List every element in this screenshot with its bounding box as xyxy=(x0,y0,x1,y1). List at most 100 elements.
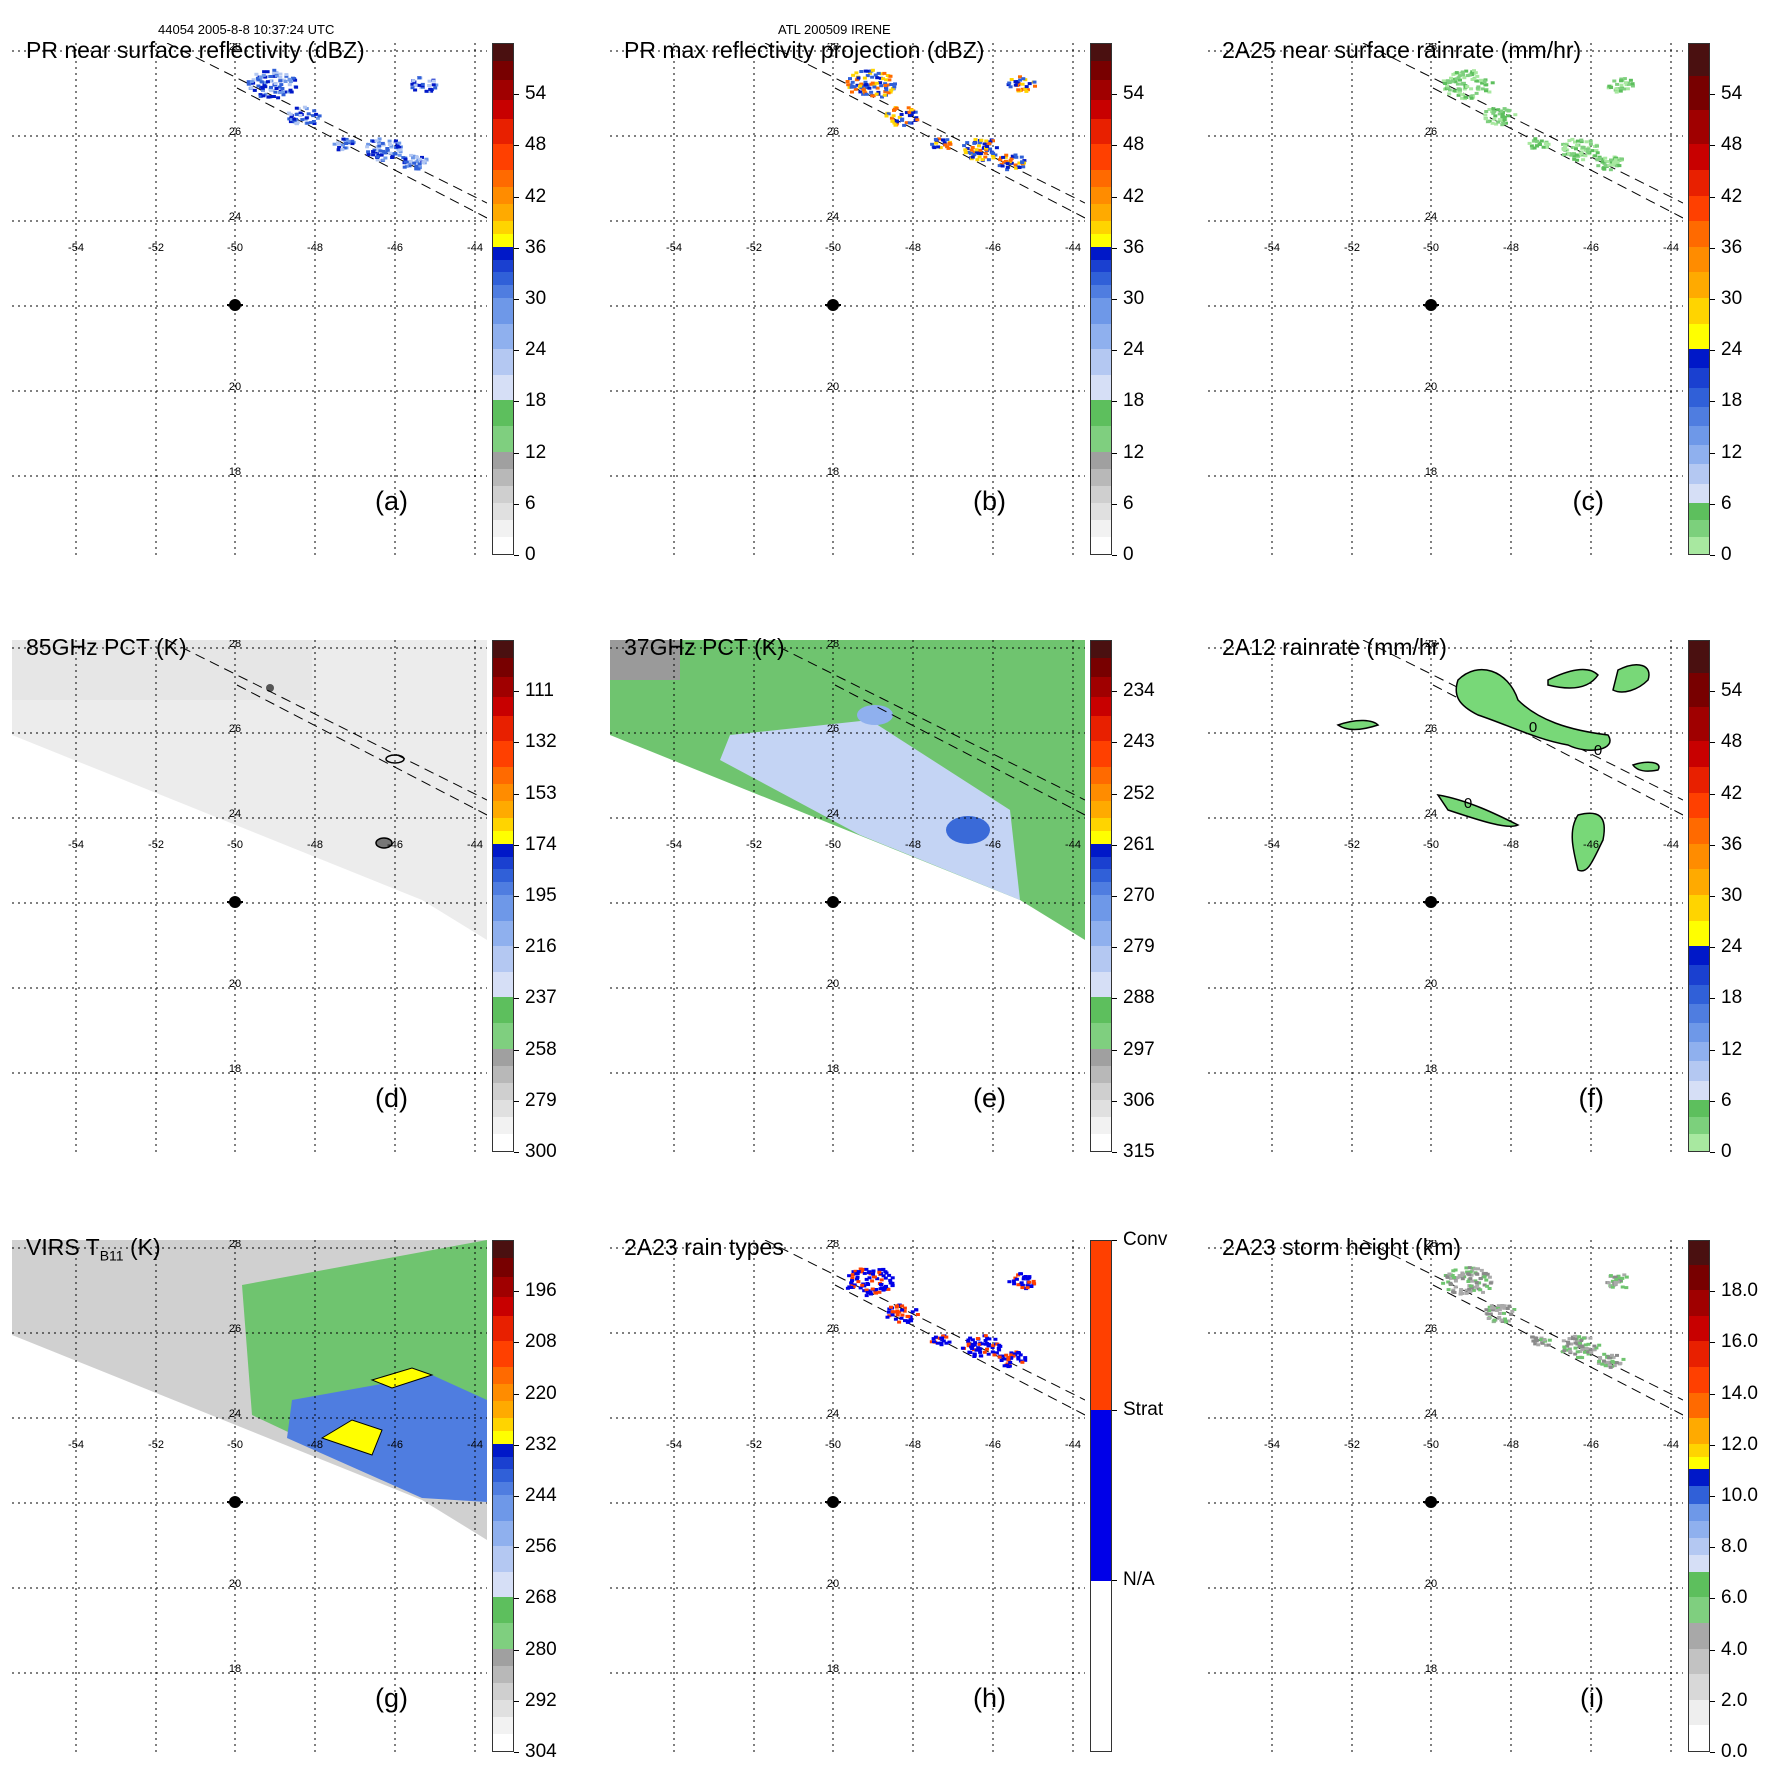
lon-label: -48 xyxy=(1503,242,1519,254)
colorbar-segment xyxy=(493,1257,513,1278)
colorbar-segment xyxy=(493,233,513,247)
rain-cell xyxy=(1527,137,1551,150)
lon-label: -48 xyxy=(307,242,323,254)
colorbar-segment xyxy=(1689,1289,1709,1316)
colorbar-tick-mark xyxy=(1112,998,1117,1000)
colorbar-segment xyxy=(1091,99,1111,119)
panel-letter: (a) xyxy=(375,486,408,516)
lat-label: 26 xyxy=(229,126,241,138)
rain-cell xyxy=(1007,1272,1037,1291)
lon-label: -52 xyxy=(148,242,164,254)
colorbar-tick-mark xyxy=(514,350,519,352)
colorbar-tick-label: 48 xyxy=(1721,731,1743,753)
rain-cell xyxy=(1441,69,1495,101)
colorbar-segment xyxy=(493,1665,513,1683)
lon-label: -44 xyxy=(467,1439,483,1451)
colorbar-tick-label: N/A xyxy=(1123,1569,1155,1590)
colorbar-segment xyxy=(1689,706,1709,742)
colorbar-segment xyxy=(1091,348,1111,375)
colorbar-segment xyxy=(1689,641,1709,674)
panel-letter: (h) xyxy=(973,1683,1006,1713)
colorbar-segment xyxy=(493,1099,513,1117)
colorbar-segment xyxy=(493,348,513,375)
colorbar-segment xyxy=(1091,399,1111,426)
colorbar-segment xyxy=(493,800,513,819)
colorbar-segment xyxy=(493,1716,513,1734)
colorbar-tick-mark xyxy=(514,1700,519,1702)
colorbar-tick-label: 216 xyxy=(525,936,557,958)
colorbar-segment xyxy=(493,856,513,870)
colorbar-tick-label: 243 xyxy=(1123,731,1155,753)
colorbar-tick-mark xyxy=(1112,247,1117,249)
colorbar-tick-label: 279 xyxy=(525,1089,557,1111)
colorbar-tick-mark xyxy=(514,1496,519,1497)
colorbar xyxy=(492,640,514,1152)
lon-label: -50 xyxy=(227,839,243,851)
rain-cell xyxy=(930,137,953,150)
map-canvas: -54 -52 -50 -48 -46 -44 28 26 24 20 18 xyxy=(12,1240,487,1752)
colorbar-segment xyxy=(493,1296,513,1316)
colorbar-segment xyxy=(493,425,513,452)
colorbar-segment xyxy=(1689,1133,1709,1151)
colorbar-segment xyxy=(493,881,513,895)
colorbar-segment xyxy=(1689,1596,1709,1623)
rain-cell xyxy=(1605,1273,1629,1290)
lon-label: -52 xyxy=(148,839,164,851)
colorbar-segment xyxy=(493,399,513,426)
contour-label: 0 xyxy=(1594,742,1602,759)
lon-label: -46 xyxy=(985,1439,1001,1451)
colorbar-segment xyxy=(1689,323,1709,350)
panel-title: VIRS TB11 (K) xyxy=(26,1234,161,1264)
colorbar-segment xyxy=(1689,109,1709,145)
colorbar-tick-mark xyxy=(1112,1240,1117,1241)
colorbar-segment xyxy=(1689,519,1709,537)
colorbar-tick-label: 196 xyxy=(525,1280,557,1302)
colorbar-tick-mark xyxy=(514,844,519,846)
colorbar-tick-mark xyxy=(514,145,519,147)
map-canvas: -54 -52 -50 -48 -46 -44 28 26 24 20 18 xyxy=(12,43,487,555)
lat-lon-grid xyxy=(12,43,487,555)
colorbar-tick-mark xyxy=(514,1649,519,1651)
colorbar-segment xyxy=(1689,1503,1709,1521)
colorbar-tick-label: 24 xyxy=(525,339,547,361)
colorbar-segment xyxy=(493,186,513,205)
map-area: -54 -52 -50 -48 -46 -44 28 26 24 20 18 xyxy=(610,640,1085,1152)
colorbar-segment xyxy=(1091,519,1111,537)
colorbar-tick-mark xyxy=(1710,1598,1715,1600)
colorbar-tick-mark xyxy=(1710,401,1715,403)
colorbar-segment xyxy=(493,169,513,188)
colorbar-segment xyxy=(1689,44,1709,77)
colorbar-tick-mark xyxy=(1710,1342,1715,1344)
rain-cell xyxy=(1560,1334,1602,1360)
colorbar-tick-mark xyxy=(1112,196,1117,198)
colorbar-tick-label: 30 xyxy=(1123,288,1145,309)
colorbar-tick-label: 12 xyxy=(1123,441,1145,463)
colorbar-segment xyxy=(493,1082,513,1100)
colorbar-segment xyxy=(1689,387,1709,407)
colorbar-tick-mark xyxy=(1112,793,1117,795)
colorbar-tick-label: 36 xyxy=(525,236,547,258)
swath-edge xyxy=(834,1284,1085,1416)
lon-label: -54 xyxy=(666,1439,682,1451)
colorbar-segment xyxy=(1689,367,1709,388)
panel-letter: (g) xyxy=(375,1683,408,1713)
lat-label: 28 xyxy=(827,640,839,650)
lon-label: -48 xyxy=(307,839,323,851)
colorbar-segment xyxy=(1689,1485,1709,1504)
swath-edge xyxy=(166,640,487,801)
colorbar-tick-mark xyxy=(514,896,519,897)
swath-edge xyxy=(1432,1284,1683,1416)
colorbar-segment xyxy=(1091,79,1111,100)
colorbar-segment xyxy=(493,1241,513,1259)
colorbar-segment xyxy=(1689,1648,1709,1675)
cold-core xyxy=(946,816,990,844)
colorbar-tick-mark xyxy=(1710,1649,1715,1651)
grid-labels: -54 -52 -50 -48 -46 -44 28 26 24 20 18 xyxy=(1264,640,1679,1075)
colorbar-segment xyxy=(1689,1003,1709,1023)
colorbar-tick-label: 42 xyxy=(1721,782,1743,804)
contour-label: 0 xyxy=(1529,719,1537,736)
colorbar-tick-mark xyxy=(1112,742,1117,744)
colorbar-tick-label: 36 xyxy=(1123,236,1145,258)
lat-label: 26 xyxy=(229,723,241,735)
colorbar-segment xyxy=(493,374,513,401)
